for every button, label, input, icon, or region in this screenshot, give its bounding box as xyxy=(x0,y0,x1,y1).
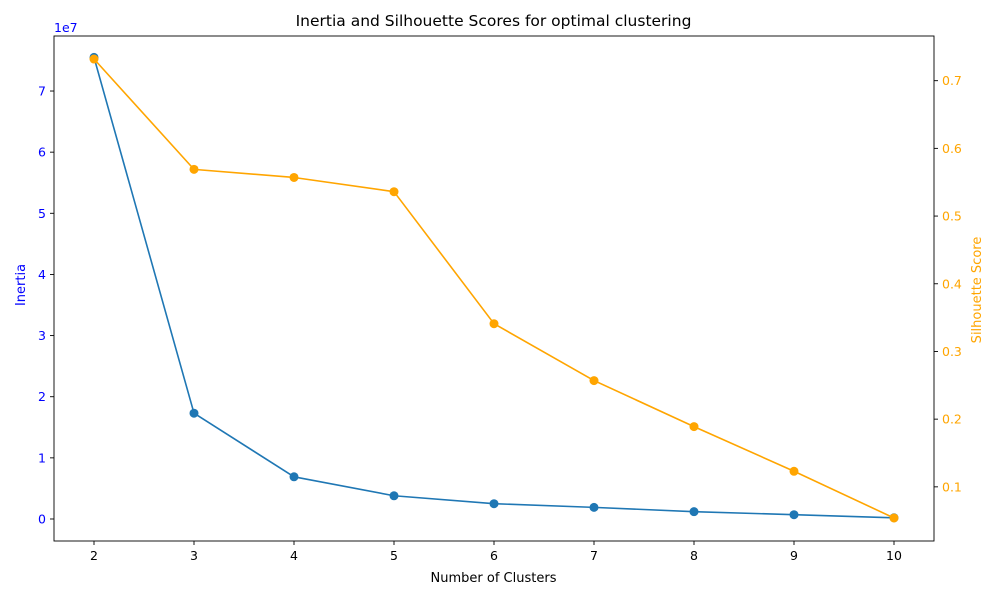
x-tick-label: 6 xyxy=(490,548,498,563)
x-tick-label: 3 xyxy=(190,548,198,563)
silhouette-score-data-point xyxy=(389,187,399,197)
y-right-tick-label: 0.5 xyxy=(942,209,962,224)
y-left-tick-label: 2 xyxy=(38,389,46,404)
inertia-data-point xyxy=(389,491,399,501)
y-right-tick-label: 0.1 xyxy=(942,479,962,494)
silhouette-score-data-point xyxy=(789,466,799,476)
inertia-data-point xyxy=(289,472,299,482)
y-left-tick-label: 5 xyxy=(38,206,46,221)
inertia-data-point xyxy=(789,510,799,520)
y-left-tick-label: 4 xyxy=(38,267,46,282)
inertia-data-point xyxy=(189,408,199,418)
y-axis-left-offset-text: 1e7 xyxy=(54,20,78,35)
y-left-tick-label: 7 xyxy=(38,84,46,99)
silhouette-score-data-point xyxy=(189,164,199,174)
silhouette-score-data-point xyxy=(489,319,499,329)
inertia-data-point xyxy=(589,502,599,512)
x-tick-label: 7 xyxy=(590,548,598,563)
y-left-tick-label: 1 xyxy=(38,450,46,465)
plot-area: 2 3 4 5 6 7 8 9 10 0 1 2 3 4 5 6 7 0.1 0.2 0.3 0.4 0.5 0.6 0.7 xyxy=(38,35,962,563)
y-right-tick-label: 0.3 xyxy=(942,344,962,359)
y-left-tick-label: 0 xyxy=(38,511,46,526)
y-left-tick-label: 6 xyxy=(38,145,46,160)
plot-frame xyxy=(53,35,935,542)
x-tick-label: 8 xyxy=(690,548,698,563)
silhouette-score-data-point xyxy=(289,172,299,182)
y-right-tick-label: 0.2 xyxy=(942,412,962,427)
y-right-tick-label: 0.4 xyxy=(942,276,962,291)
chart-title: Inertia and Silhouette Scores for optima… xyxy=(296,12,692,30)
silhouette-score-data-point xyxy=(889,513,899,523)
inertia-series-line xyxy=(93,57,895,519)
x-tick-label: 2 xyxy=(90,548,98,563)
x-tick-label: 9 xyxy=(790,548,798,563)
y-axis-left-label: Inertia xyxy=(14,264,29,306)
inertia-data-point xyxy=(489,499,499,509)
silhouette-score-data-point xyxy=(89,54,99,64)
inertia-data-point xyxy=(689,507,699,517)
silhouette-score-data-point xyxy=(589,376,599,386)
x-tick-label: 10 xyxy=(886,548,902,563)
y-left-tick-label: 3 xyxy=(38,328,46,343)
x-tick-label: 4 xyxy=(290,548,298,563)
y-right-tick-label: 0.7 xyxy=(942,73,962,88)
y-right-tick-label: 0.6 xyxy=(942,141,962,156)
x-axis-label: Number of Clusters xyxy=(431,571,557,586)
x-tick-label: 5 xyxy=(390,548,398,563)
silhouette-score-data-point xyxy=(689,422,699,432)
silhouette-score-series-line xyxy=(93,58,895,519)
y-axis-right-label: Silhouette Score xyxy=(970,237,985,344)
